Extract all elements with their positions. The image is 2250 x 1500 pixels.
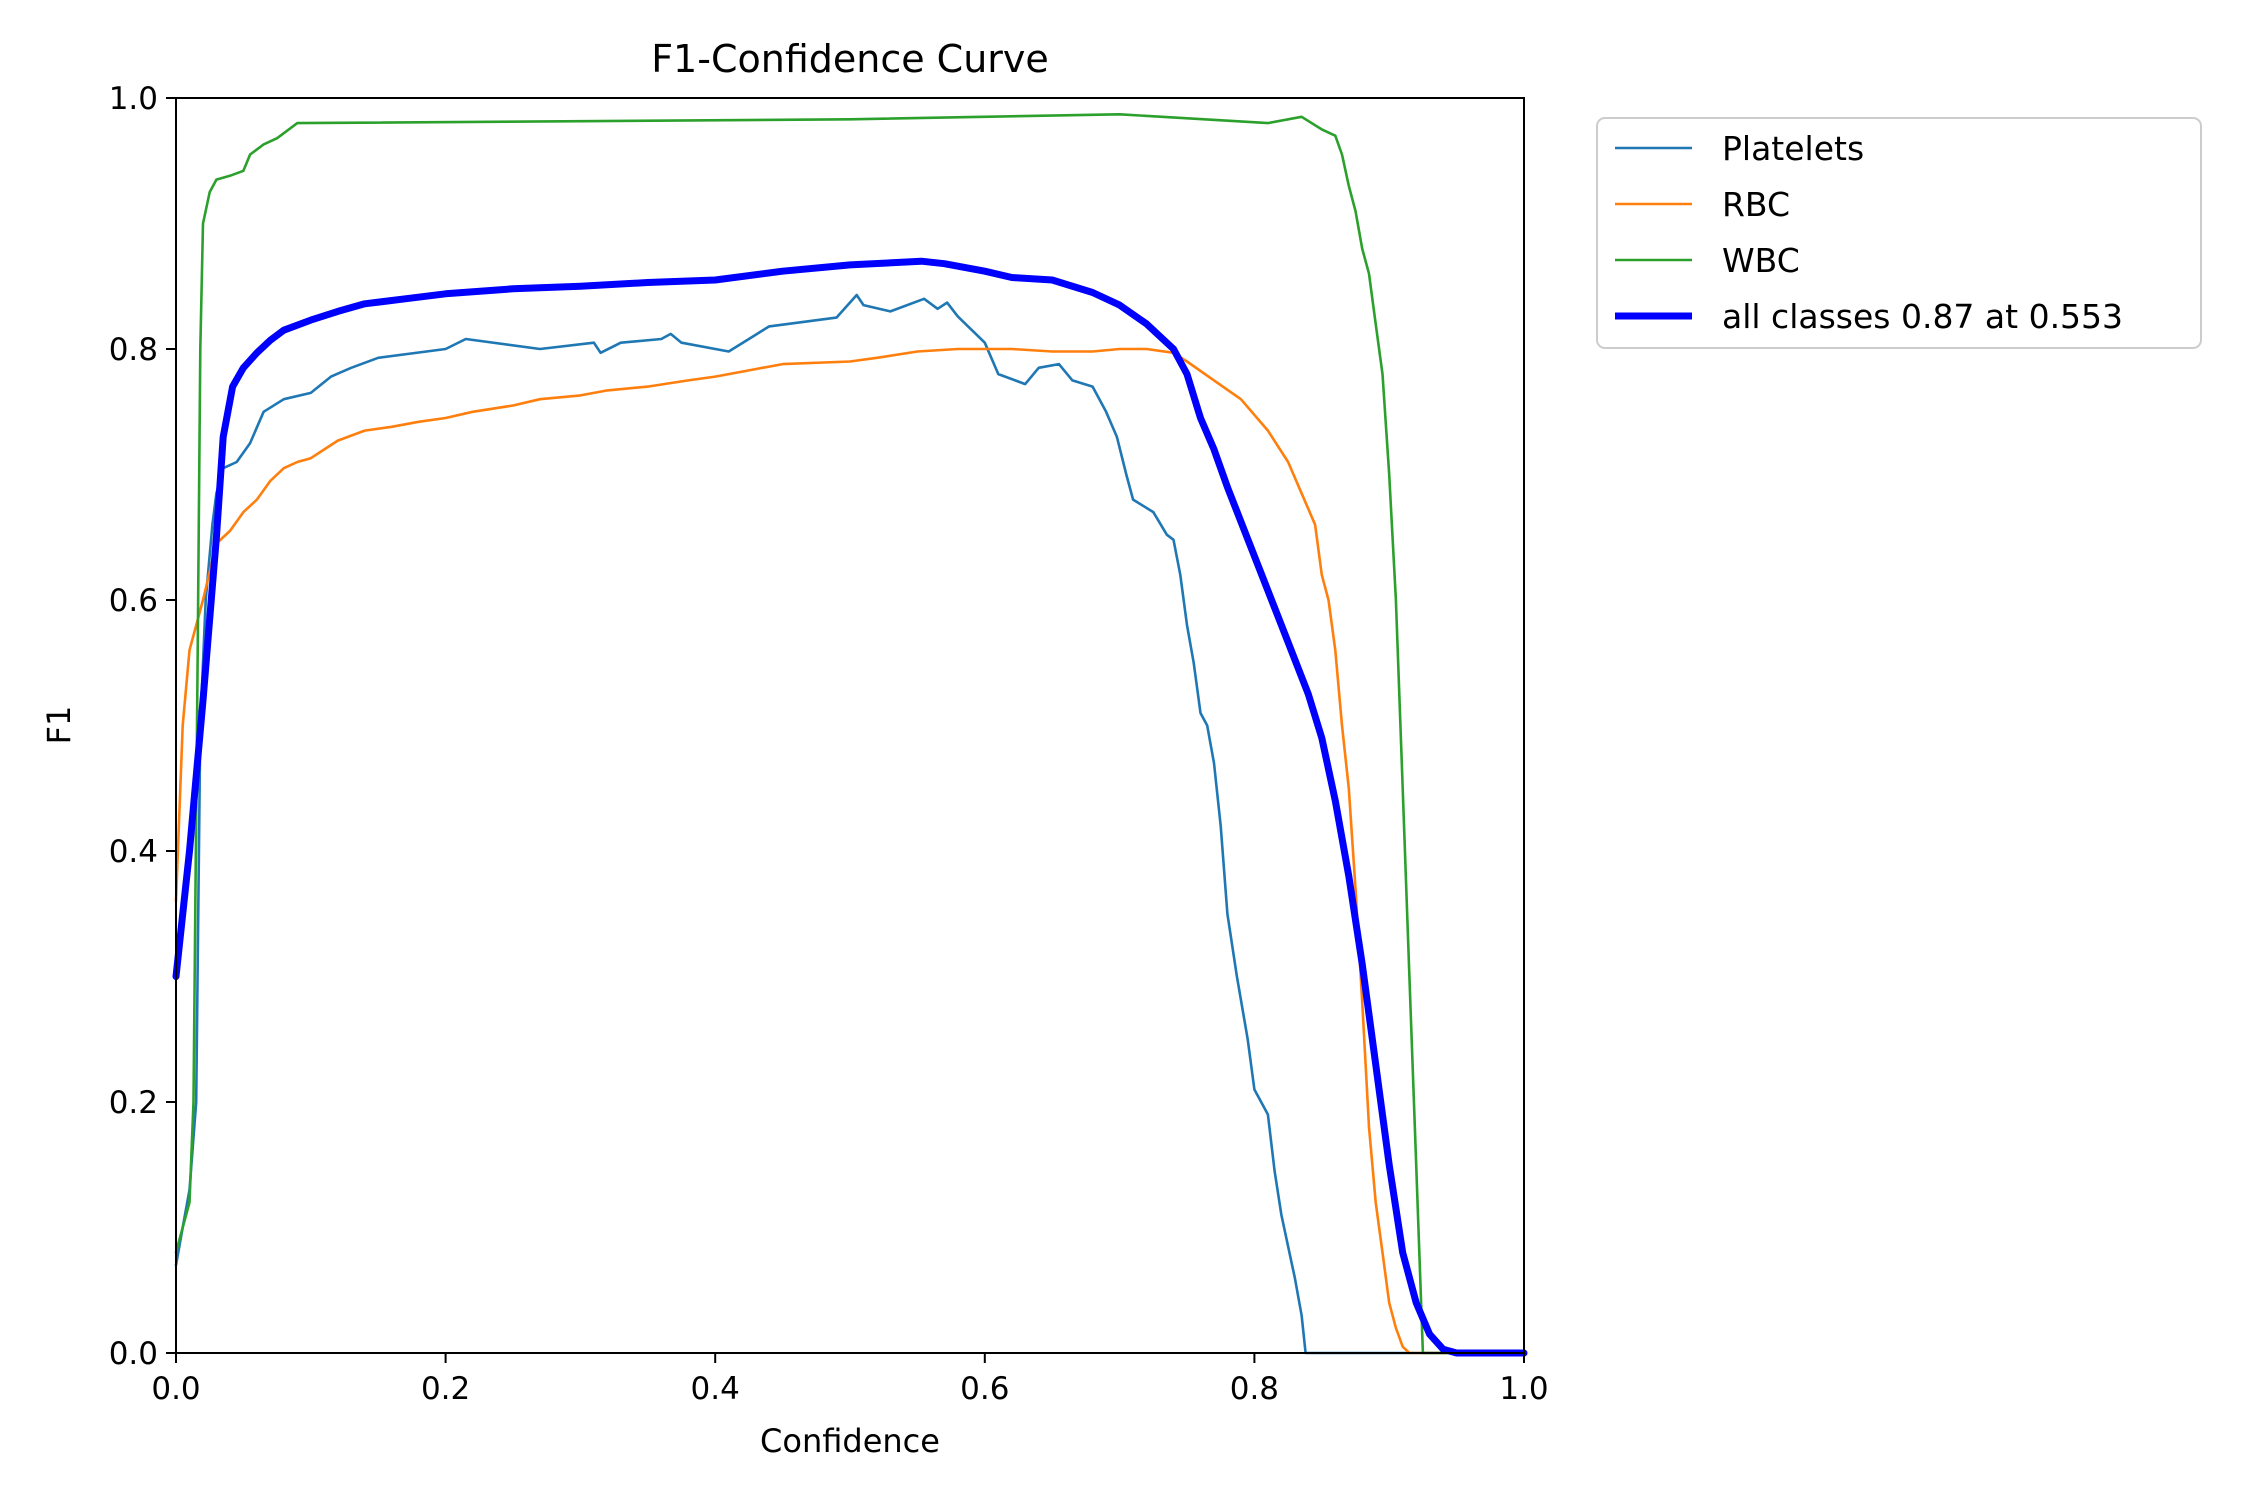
legend-label: WBC bbox=[1722, 241, 1800, 280]
x-tick-label: 1.0 bbox=[1499, 1371, 1548, 1407]
y-axis-label: F1 bbox=[40, 706, 78, 745]
legend: Platelets RBC WBC all classes 0.87 at 0.553 bbox=[1596, 117, 2202, 349]
series-line-platelets bbox=[174, 293, 1526, 1355]
x-tick-label: 0.0 bbox=[151, 1371, 200, 1407]
series-layer bbox=[172, 113, 1528, 1357]
y-tick-label: 0.6 bbox=[109, 583, 158, 619]
y-tick-label: 0.8 bbox=[109, 332, 158, 368]
x-tick-label: 0.4 bbox=[691, 1371, 740, 1407]
plot-frame bbox=[175, 97, 1525, 1354]
legend-label: all classes 0.87 at 0.553 bbox=[1722, 297, 2123, 336]
y-tick-label: 1.0 bbox=[109, 81, 158, 117]
series-line-rbc bbox=[174, 347, 1526, 1355]
y-tick-label: 0.4 bbox=[109, 834, 158, 870]
legend-label: Platelets bbox=[1722, 129, 1864, 168]
chart-title: F1-Confidence Curve bbox=[651, 37, 1049, 81]
x-tick-label: 0.6 bbox=[960, 1371, 1009, 1407]
legend-label: RBC bbox=[1722, 185, 1790, 224]
y-axis: 0.0 0.2 0.4 0.6 0.8 1.0 bbox=[109, 81, 176, 1372]
x-tick-label: 0.2 bbox=[421, 1371, 470, 1407]
x-axis-label: Confidence bbox=[760, 1422, 940, 1460]
x-tick-label: 0.8 bbox=[1230, 1371, 1279, 1407]
y-tick-label: 0.2 bbox=[109, 1085, 158, 1121]
series-line-wbc bbox=[174, 113, 1526, 1355]
series-line-all-classes bbox=[172, 257, 1528, 1357]
y-tick-label: 0.0 bbox=[109, 1336, 158, 1372]
x-axis: 0.0 0.2 0.4 0.6 0.8 1.0 bbox=[151, 1353, 1549, 1407]
legend-box bbox=[1596, 117, 2202, 349]
